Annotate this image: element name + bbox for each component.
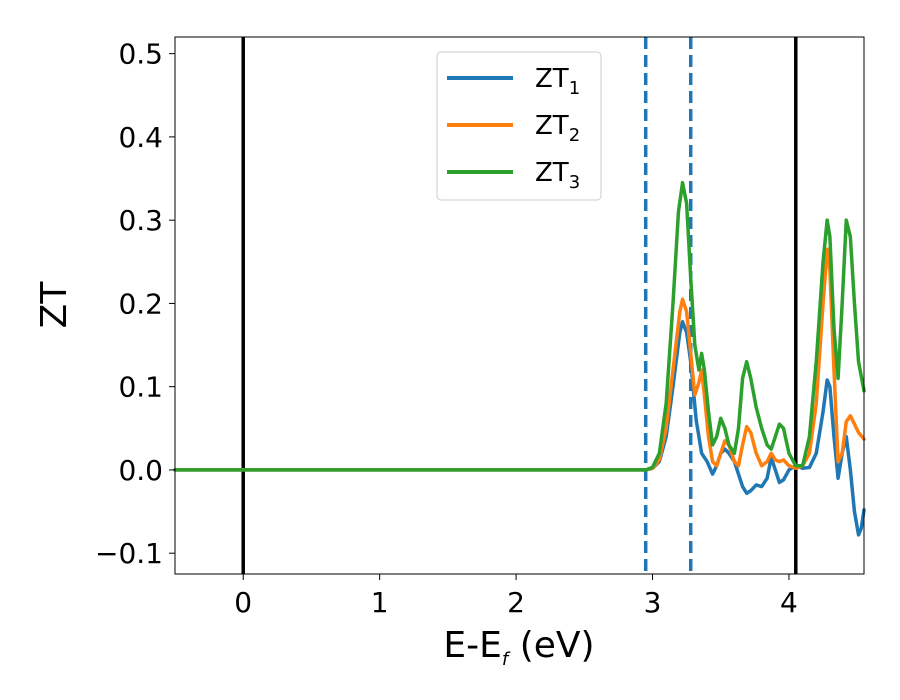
x-axis-title: E-Ef (eV): [443, 625, 594, 670]
y-tick-label: 0.2: [118, 287, 163, 320]
y-tick-label: 0.5: [118, 38, 163, 71]
y-tick-label: −0.1: [95, 537, 163, 570]
x-tick-label: 2: [507, 586, 525, 619]
vertical-reference-lines: [241, 37, 798, 574]
x-axis-title-subscript: f: [502, 649, 511, 670]
y-tick-label: 0.3: [118, 204, 163, 237]
x-tick-label: 3: [644, 586, 662, 619]
y-tick-label: 0.1: [118, 371, 163, 404]
plot-area-frame: [174, 36, 865, 575]
x-tick-label: 0: [234, 586, 252, 619]
x-axis-ticks: 0 1 2 3 4: [234, 574, 798, 619]
x-tick-label: 1: [371, 586, 389, 619]
legend: ZT1 ZT2 ZT3: [436, 51, 602, 201]
y-tick-label: 0.0: [118, 454, 163, 487]
legend-frame: [436, 51, 602, 201]
x-tick-label: 4: [780, 586, 798, 619]
series-line-zt3: [173, 180, 866, 472]
y-axis-title: ZT: [34, 281, 75, 329]
series-line-zt1: [173, 319, 866, 537]
legend-label-zt1: ZT1: [535, 64, 580, 99]
legend-label-zt3: ZT3: [535, 158, 580, 193]
y-tick-label: 0.4: [118, 121, 163, 154]
series-lines: [173, 180, 866, 537]
y-axis-ticks: −0.1 0.0 0.1 0.2 0.3 0.4 0.5: [95, 38, 175, 570]
legend-label-zt2: ZT2: [535, 111, 580, 146]
